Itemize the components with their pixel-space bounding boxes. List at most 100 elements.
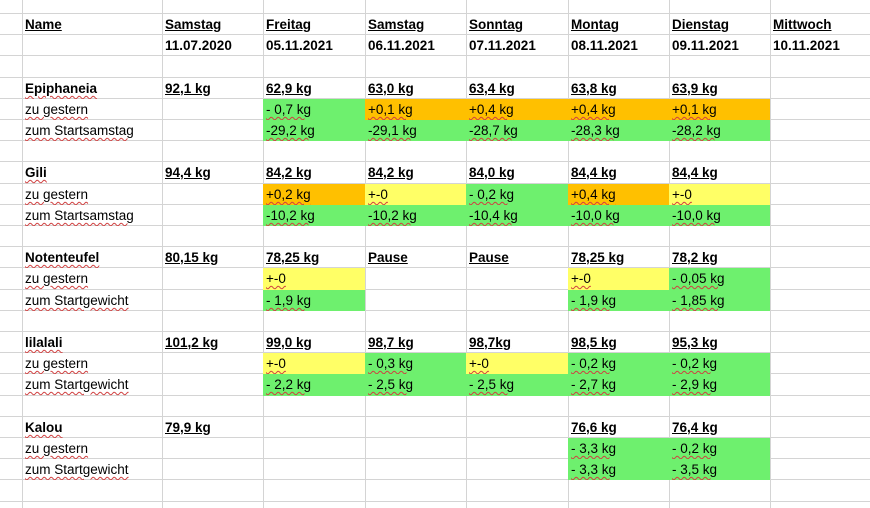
delta-cell[interactable]: -28,2 kg bbox=[669, 120, 770, 141]
delta-cell[interactable]: -10,0 kg bbox=[568, 205, 669, 226]
delta-cell[interactable]: - 0,3 kg bbox=[365, 353, 466, 374]
delta-cell[interactable]: +-0 bbox=[263, 353, 365, 374]
header-date-cell[interactable]: 07.11.2021 bbox=[469, 38, 536, 53]
delta-cell[interactable]: +-0 bbox=[466, 353, 568, 374]
weight-cell[interactable]: 63,0 kg bbox=[365, 78, 466, 99]
weight-cell[interactable]: 79,9 kg bbox=[162, 417, 263, 438]
header-date-cell[interactable]: 06.11.2021 bbox=[368, 38, 435, 53]
person-name-cell[interactable]: Gili bbox=[22, 162, 162, 184]
row-label-cell[interactable]: zu gestern bbox=[22, 99, 162, 120]
row-label-cell[interactable]: zu gestern bbox=[22, 438, 162, 459]
delta-cell[interactable]: - 2,5 kg bbox=[365, 374, 466, 396]
weight-cell[interactable]: 98,5 kg bbox=[568, 332, 669, 353]
header-date-cell[interactable]: 05.11.2021 bbox=[266, 38, 333, 53]
person-name-cell[interactable]: lilalali bbox=[22, 332, 162, 353]
delta-cell[interactable]: -10,4 kg bbox=[466, 205, 568, 226]
delta-cell[interactable]: - 2,9 kg bbox=[669, 374, 770, 396]
delta-cell[interactable]: -29,2 kg bbox=[263, 120, 365, 141]
row-label-cell[interactable]: zu gestern bbox=[22, 184, 162, 205]
delta-cell[interactable]: +-0 bbox=[365, 184, 466, 205]
weight-cell[interactable]: 78,25 kg bbox=[263, 247, 365, 268]
delta-cell[interactable]: +-0 bbox=[669, 184, 770, 205]
weight-cell[interactable]: Pause bbox=[466, 247, 568, 268]
header-day-cell[interactable]: Mittwoch bbox=[770, 14, 870, 35]
weight-cell[interactable]: 63,4 kg bbox=[466, 78, 568, 99]
weight-cell[interactable]: 84,0 kg bbox=[466, 162, 568, 184]
weight-cell[interactable]: 98,7kg bbox=[466, 332, 568, 353]
delta-cell[interactable]: - 3,3 kg bbox=[568, 459, 669, 480]
weight-cell[interactable]: 101,2 kg bbox=[162, 332, 263, 353]
delta-cell[interactable]: +0,4 kg bbox=[568, 184, 669, 205]
weight-cell[interactable]: 94,4 kg bbox=[162, 162, 263, 184]
header-date-cell[interactable]: 09.11.2021 bbox=[672, 38, 739, 53]
weight-cell[interactable]: 84,4 kg bbox=[568, 162, 669, 184]
delta-cell[interactable]: - 2,7 kg bbox=[568, 374, 669, 396]
delta-cell[interactable]: - 2,5 kg bbox=[466, 374, 568, 396]
delta-cell[interactable]: +0,1 kg bbox=[365, 99, 466, 120]
row-label-cell[interactable]: zu gestern bbox=[22, 353, 162, 374]
delta-cell[interactable]: - 3,5 kg bbox=[669, 459, 770, 480]
header-day-cell[interactable]: Samstag bbox=[162, 14, 263, 35]
weight-cell[interactable]: 78,2 kg bbox=[669, 247, 770, 268]
delta-cell[interactable]: +-0 bbox=[568, 268, 669, 290]
header-day-cell[interactable]: Freitag bbox=[263, 14, 365, 35]
row-gridline bbox=[0, 501, 870, 502]
weight-cell[interactable]: 76,6 kg bbox=[568, 417, 669, 438]
delta-cell[interactable]: +-0 bbox=[263, 268, 365, 290]
delta-cell[interactable]: - 0,2 kg bbox=[466, 184, 568, 205]
weight-cell[interactable]: 62,9 kg bbox=[263, 78, 365, 99]
row-label-cell[interactable]: zum Startsamstag bbox=[22, 120, 162, 141]
weight-cell[interactable]: Pause bbox=[365, 247, 466, 268]
delta-cell[interactable]: -29,1 kg bbox=[365, 120, 466, 141]
weight-cell[interactable]: 98,7 kg bbox=[365, 332, 466, 353]
delta-cell[interactable]: +0,4 kg bbox=[568, 99, 669, 120]
delta-cell[interactable]: - 3,3 kg bbox=[568, 438, 669, 459]
header-date-cell[interactable]: 10.11.2021 bbox=[773, 38, 840, 53]
weight-cell[interactable]: 84,2 kg bbox=[365, 162, 466, 184]
row-label-cell[interactable]: zum Startgewicht bbox=[22, 459, 162, 480]
weight-cell[interactable]: 63,8 kg bbox=[568, 78, 669, 99]
delta-cell[interactable]: -10,2 kg bbox=[263, 205, 365, 226]
delta-cell[interactable]: - 1,85 kg bbox=[669, 290, 770, 311]
person-name-cell[interactable]: Kalou bbox=[22, 417, 162, 438]
delta-cell[interactable]: -28,3 kg bbox=[568, 120, 669, 141]
delta-cell[interactable]: - 0,05 kg bbox=[669, 268, 770, 290]
person-name-cell[interactable]: Epiphaneia bbox=[22, 78, 162, 99]
weight-cell[interactable]: 84,2 kg bbox=[263, 162, 365, 184]
delta-cell[interactable]: +0,4 kg bbox=[466, 99, 568, 120]
weight-cell[interactable]: 63,9 kg bbox=[669, 78, 770, 99]
delta-cell[interactable]: - 0,7 kg bbox=[263, 99, 365, 120]
delta-cell[interactable]: -28,7 kg bbox=[466, 120, 568, 141]
header-name-cell[interactable]: Name bbox=[22, 14, 162, 35]
delta-cell[interactable]: - 0,2 kg bbox=[568, 353, 669, 374]
row-label-cell[interactable]: zum Startgewicht bbox=[22, 290, 162, 311]
delta-cell[interactable]: - 0,2 kg bbox=[669, 353, 770, 374]
header-day-cell[interactable]: Samstag bbox=[365, 14, 466, 35]
header-day-cell[interactable]: Montag bbox=[568, 14, 669, 35]
delta-cell[interactable]: +0,1 kg bbox=[669, 99, 770, 120]
delta-cell-text: -10,2 kg bbox=[368, 208, 417, 223]
weight-cell[interactable]: 80,15 kg bbox=[162, 247, 263, 268]
row-label-cell[interactable]: zum Startgewicht bbox=[22, 374, 162, 396]
weight-cell[interactable]: 95,3 kg bbox=[669, 332, 770, 353]
header-day-cell[interactable]: Dienstag bbox=[669, 14, 770, 35]
header-day-cell[interactable]: Sonntag bbox=[466, 14, 568, 35]
weight-cell[interactable]: 78,25 kg bbox=[568, 247, 669, 268]
delta-cell[interactable]: - 1,9 kg bbox=[263, 290, 365, 311]
delta-cell[interactable]: - 1,9 kg bbox=[568, 290, 669, 311]
weight-cell[interactable]: 92,1 kg bbox=[162, 78, 263, 99]
delta-cell[interactable]: +0,2 kg bbox=[263, 184, 365, 205]
row-label-cell[interactable]: zu gestern bbox=[22, 268, 162, 290]
header-date-cell[interactable]: 11.07.2020 bbox=[165, 38, 232, 53]
weight-cell[interactable]: 76,4 kg bbox=[669, 417, 770, 438]
weight-cell[interactable]: 99,0 kg bbox=[263, 332, 365, 353]
weight-cell[interactable]: 84,4 kg bbox=[669, 162, 770, 184]
delta-cell[interactable]: -10,2 kg bbox=[365, 205, 466, 226]
delta-cell[interactable]: - 2,2 kg bbox=[263, 374, 365, 396]
row-label-cell[interactable]: zum Startsamstag bbox=[22, 205, 162, 226]
header-date-cell[interactable]: 08.11.2021 bbox=[571, 38, 638, 53]
person-name-cell[interactable]: Notenteufel bbox=[22, 247, 162, 268]
delta-cell[interactable]: -10,0 kg bbox=[669, 205, 770, 226]
delta-cell[interactable]: - 0,2 kg bbox=[669, 438, 770, 459]
